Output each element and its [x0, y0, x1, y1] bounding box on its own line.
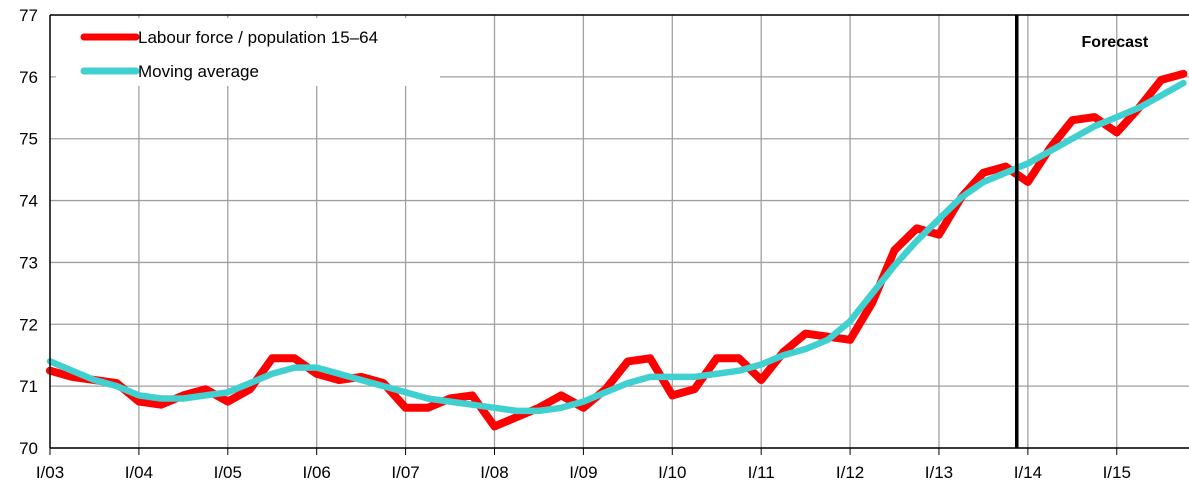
- y-tick-label: 75: [19, 130, 38, 149]
- y-tick-label: 73: [19, 253, 38, 272]
- y-tick-label: 76: [19, 68, 38, 87]
- x-tick-label: I/07: [391, 463, 419, 482]
- x-tick-label: I/11: [748, 463, 775, 482]
- axes: [49, 14, 1189, 455]
- x-tick-label: I/13: [925, 463, 953, 482]
- y-tick-label: 72: [19, 315, 38, 334]
- x-tick-label: I/06: [303, 463, 331, 482]
- series-layer: [46, 69, 1188, 431]
- x-tick-label: I/14: [1014, 463, 1042, 482]
- series-line-moving-average: [46, 79, 1187, 415]
- legend-label-moving-average: Moving average: [138, 62, 259, 81]
- x-tick-label: I/10: [658, 463, 686, 482]
- y-tick-label: 77: [19, 6, 38, 25]
- x-tick-label: I/12: [836, 463, 864, 482]
- x-tick-label: I/04: [125, 463, 153, 482]
- legend-background: [56, 18, 440, 86]
- tick-labels: 70 71 72 73 74 75 76 77 I/03 I/04 I/05 I/06 I/07 I/08…: [19, 6, 1131, 482]
- x-tick-label: I/09: [569, 463, 597, 482]
- y-tick-label: 70: [19, 439, 38, 458]
- x-tick-label: I/05: [214, 463, 242, 482]
- x-tick-label: I/03: [36, 463, 64, 482]
- y-tick-label: 71: [19, 377, 38, 396]
- x-tick-label: I/08: [480, 463, 508, 482]
- series-line-labour-force: [46, 69, 1188, 431]
- forecast-layer: Forecast: [1015, 15, 1149, 448]
- legend-label-labour-force: Labour force / population 15–64: [138, 28, 378, 47]
- x-tick-label: I/15: [1103, 463, 1131, 482]
- forecast-label: Forecast: [1082, 34, 1149, 51]
- y-tick-label: 74: [19, 192, 38, 211]
- legend: Labour force / population 15–64 Moving a…: [56, 18, 440, 86]
